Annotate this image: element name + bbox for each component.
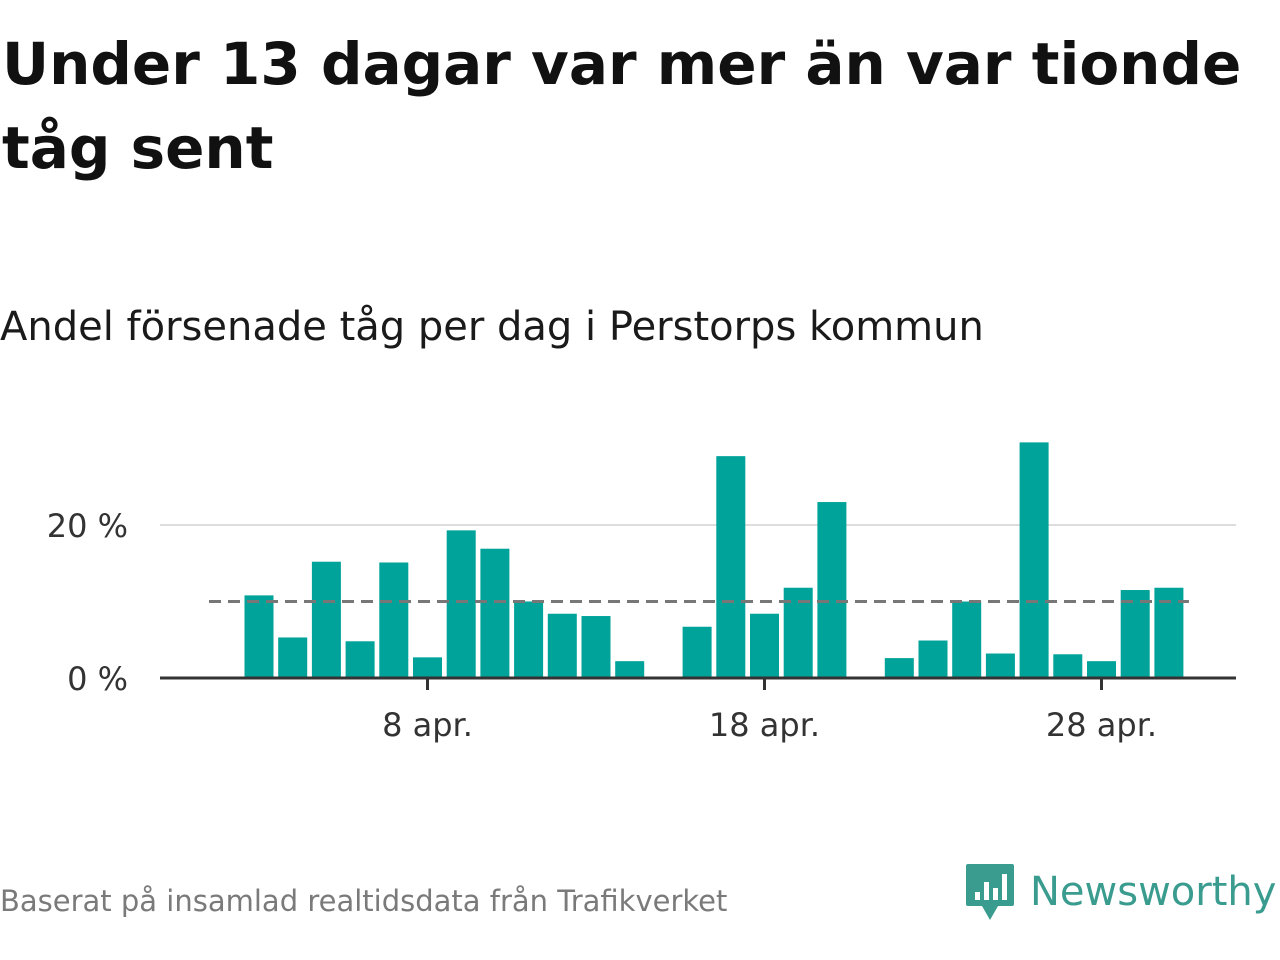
bar [1087,661,1116,678]
bar [244,595,274,678]
bar [1053,654,1083,678]
chart-title: Under 13 dagar var mer än var tionde tåg… [2,30,1242,182]
x-tick-label: 8 apr. [382,706,473,744]
bar [952,601,982,678]
chart-subtitle: Andel försenade tåg per dag i Perstorps … [0,304,984,350]
bar [413,657,442,678]
bar [547,613,577,678]
bar [311,561,341,678]
bar [985,653,1015,678]
bar [345,641,375,678]
source-note: Baserat på insamlad realtidsdata från Tr… [0,884,728,918]
bar [817,502,847,678]
newsworthy-logo-icon [966,864,1014,920]
newsworthy-logo: Newsworthy [964,862,1276,922]
bar [1019,442,1049,678]
bar [1120,590,1150,678]
bar [884,658,914,678]
bar [682,626,712,678]
bar-chart: 0 % 20 % 8 apr. 18 apr. 28 apr. [47,442,1236,744]
x-tick-label: 28 apr. [1046,706,1157,744]
bar [480,548,510,678]
bar [278,637,308,678]
bar [514,601,544,678]
x-tick-label: 18 apr. [709,706,820,744]
bar [750,613,779,678]
bar [581,616,611,678]
bar [615,661,645,678]
y-tick-label: 20 % [47,507,128,545]
bar [918,640,948,678]
bar [379,562,409,678]
y-tick-label: 0 % [67,660,128,698]
brand-name: Newsworthy [1030,869,1277,915]
bar [716,456,746,678]
bar [446,530,476,678]
